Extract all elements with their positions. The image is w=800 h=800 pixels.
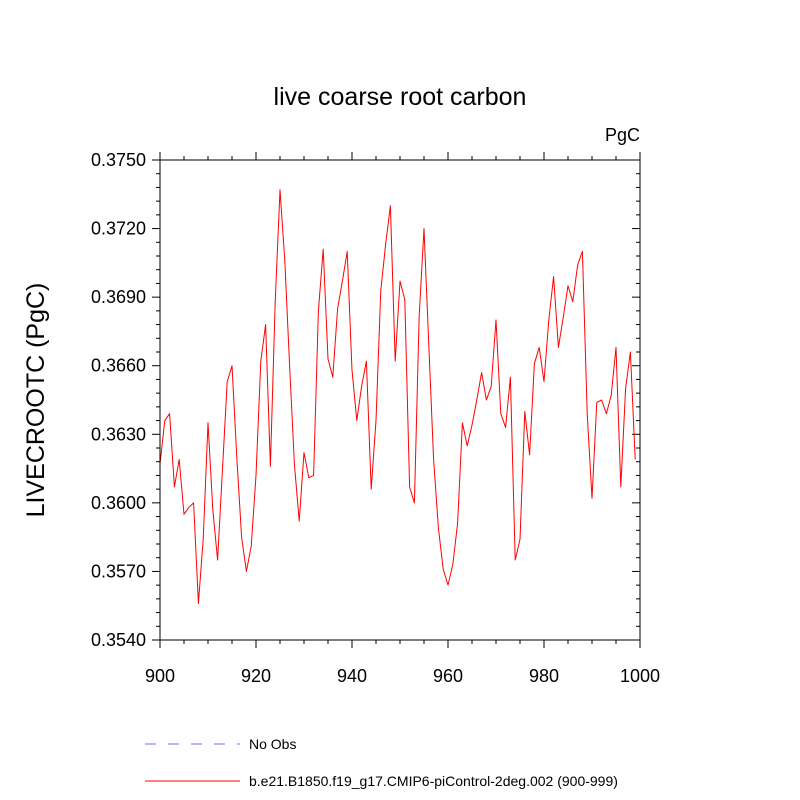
x-tick-label: 1000 bbox=[620, 666, 660, 686]
y-tick-label: 0.3690 bbox=[91, 287, 146, 307]
legend-label-no-obs: No Obs bbox=[249, 736, 296, 752]
series-layer bbox=[159, 189, 636, 604]
x-tick-label: 960 bbox=[433, 666, 463, 686]
y-tick-label: 0.3660 bbox=[91, 356, 146, 376]
x-tick-label: 920 bbox=[241, 666, 271, 686]
legend: No Obs b.e21.B1850.f19_g17.CMIP6-piContr… bbox=[145, 736, 618, 789]
x-tick-labels: 900 920 940 960 980 1000 bbox=[145, 666, 660, 686]
plot-frame bbox=[159, 159, 641, 641]
y-tick-label: 0.3540 bbox=[91, 630, 146, 650]
y-tick-label: 0.3750 bbox=[91, 150, 146, 170]
x-tick-label: 980 bbox=[529, 666, 559, 686]
y-tick-label: 0.3570 bbox=[91, 561, 146, 581]
units-label: PgC bbox=[605, 125, 640, 145]
y-tick-labels: 0.3540 0.3570 0.3600 0.3630 0.3660 0.3690 0.37… bbox=[91, 150, 146, 650]
y-tick-label: 0.3630 bbox=[91, 424, 146, 444]
legend-label-control-run: b.e21.B1850.f19_g17.CMIP6-piControl-2deg… bbox=[249, 773, 618, 789]
x-tick-label: 900 bbox=[145, 666, 175, 686]
series-line bbox=[159, 189, 636, 604]
y-axis-label: LIVECROOTC (PgC) bbox=[22, 283, 50, 518]
x-tick-label: 940 bbox=[337, 666, 367, 686]
y-tick-label: 0.3720 bbox=[91, 219, 146, 239]
axis-ticks bbox=[152, 152, 641, 648]
y-tick-label: 0.3600 bbox=[91, 493, 146, 513]
chart-title: live coarse root carbon bbox=[274, 83, 527, 111]
